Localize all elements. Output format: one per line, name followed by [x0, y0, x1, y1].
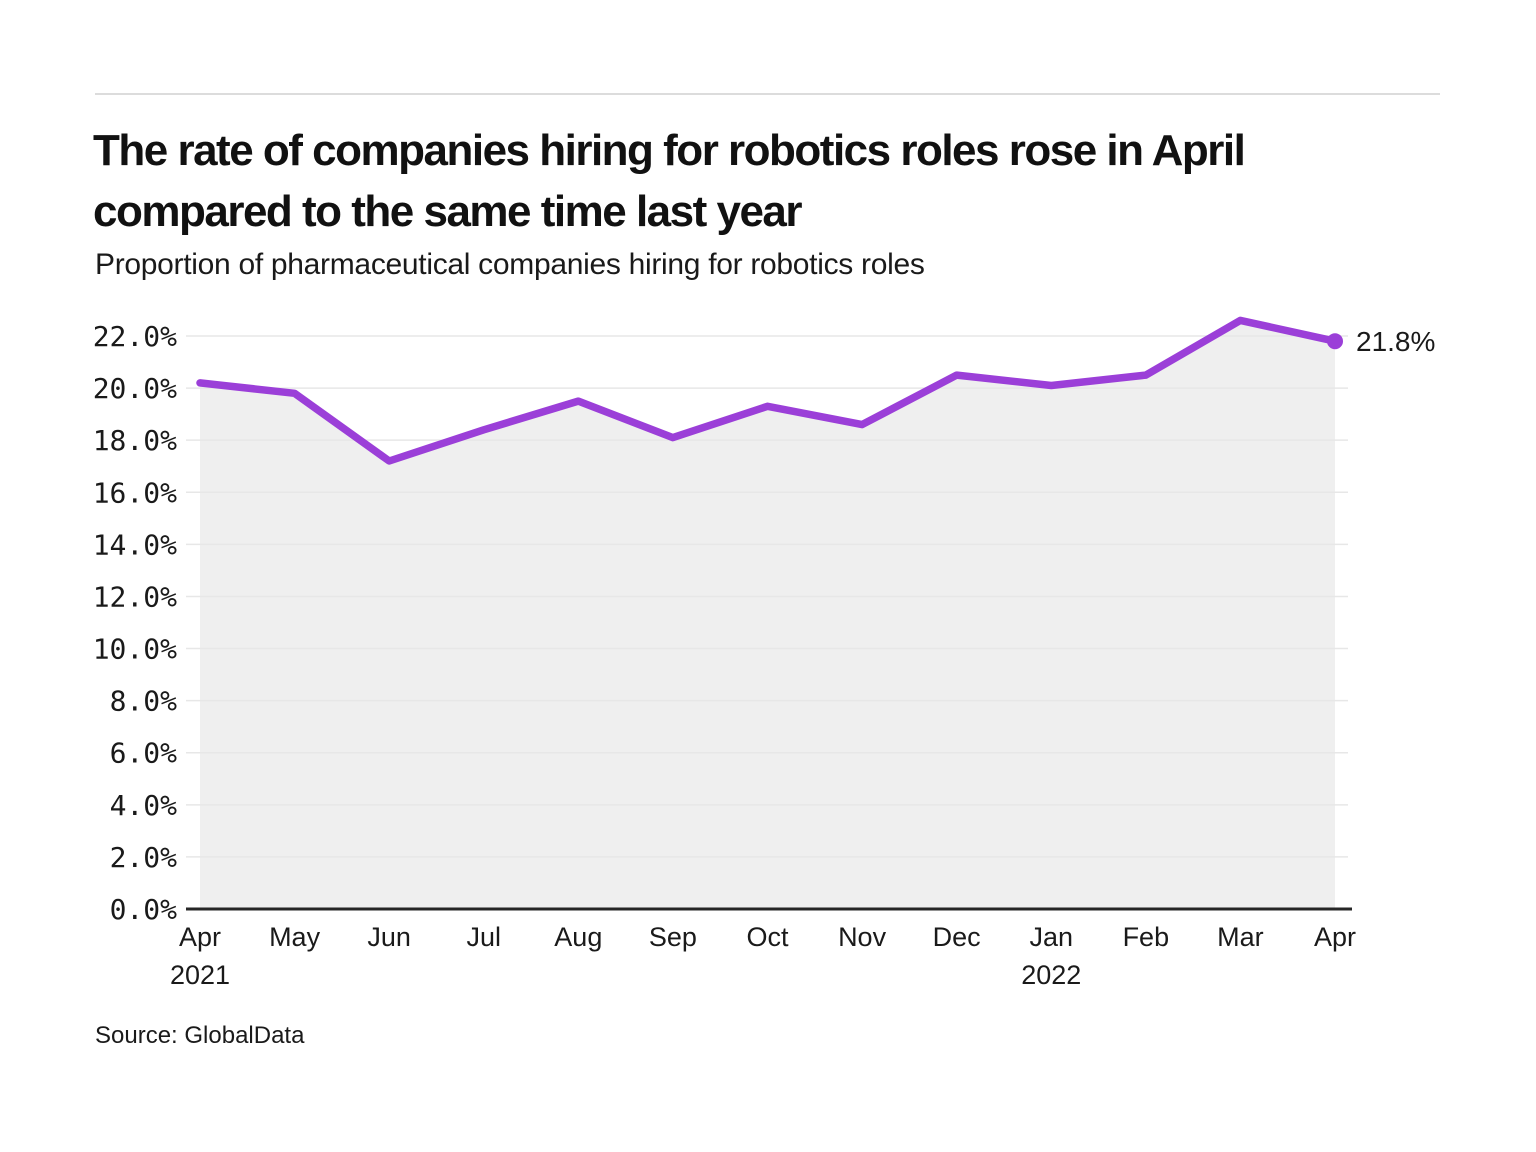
y-tick-label: 20.0%: [93, 372, 177, 405]
x-tick-label: Nov: [838, 922, 887, 952]
x-tick-label: May: [269, 922, 321, 952]
y-tick-label: 18.0%: [93, 424, 177, 457]
y-tick-label: 4.0%: [110, 789, 178, 822]
x-tick-label: Oct: [746, 922, 789, 952]
chart-title: The rate of companies hiring for robotic…: [93, 126, 1246, 236]
y-tick-label: 6.0%: [110, 737, 178, 770]
trend-line: [196, 316, 1339, 465]
source-note: Source: GlobalData: [95, 1022, 305, 1049]
x-year-label: 2022: [1021, 960, 1081, 990]
x-tick-label: Jun: [367, 922, 411, 952]
y-tick-label: 22.0%: [93, 320, 177, 353]
y-tick-label: 2.0%: [110, 841, 178, 874]
y-tick-label: 16.0%: [93, 476, 177, 509]
x-tick-label: Apr: [179, 922, 221, 952]
x-tick-label: Sep: [649, 922, 697, 952]
x-tick-label: Jul: [466, 922, 501, 952]
y-tick-label: 14.0%: [93, 528, 177, 561]
y-tick-label: 0.0%: [110, 893, 178, 926]
area-fill: [200, 320, 1335, 909]
end-point-marker: [1327, 333, 1343, 350]
x-tick-label: Mar: [1217, 922, 1264, 952]
x-tick-label: Feb: [1123, 922, 1170, 952]
end-value-label: 21.8%: [1356, 326, 1435, 357]
y-tick-label: 12.0%: [93, 580, 177, 613]
x-tick-label: Jan: [1029, 922, 1073, 952]
chart-subtitle: Proportion of pharmaceutical companies h…: [95, 248, 925, 281]
line-chart: 0.0% 2.0% 4.0% 6.0% 8.0% 10.0% 12.0% 14.0% 16.0%…: [93, 316, 1435, 990]
top-divider: [95, 93, 1440, 95]
x-year-label: 2021: [170, 960, 230, 990]
x-tick-label: Aug: [554, 922, 602, 952]
x-tick-label: Apr: [1314, 922, 1356, 952]
y-tick-label: 10.0%: [93, 633, 177, 666]
y-tick-label: 8.0%: [110, 685, 178, 718]
x-tick-label: Dec: [933, 922, 981, 952]
